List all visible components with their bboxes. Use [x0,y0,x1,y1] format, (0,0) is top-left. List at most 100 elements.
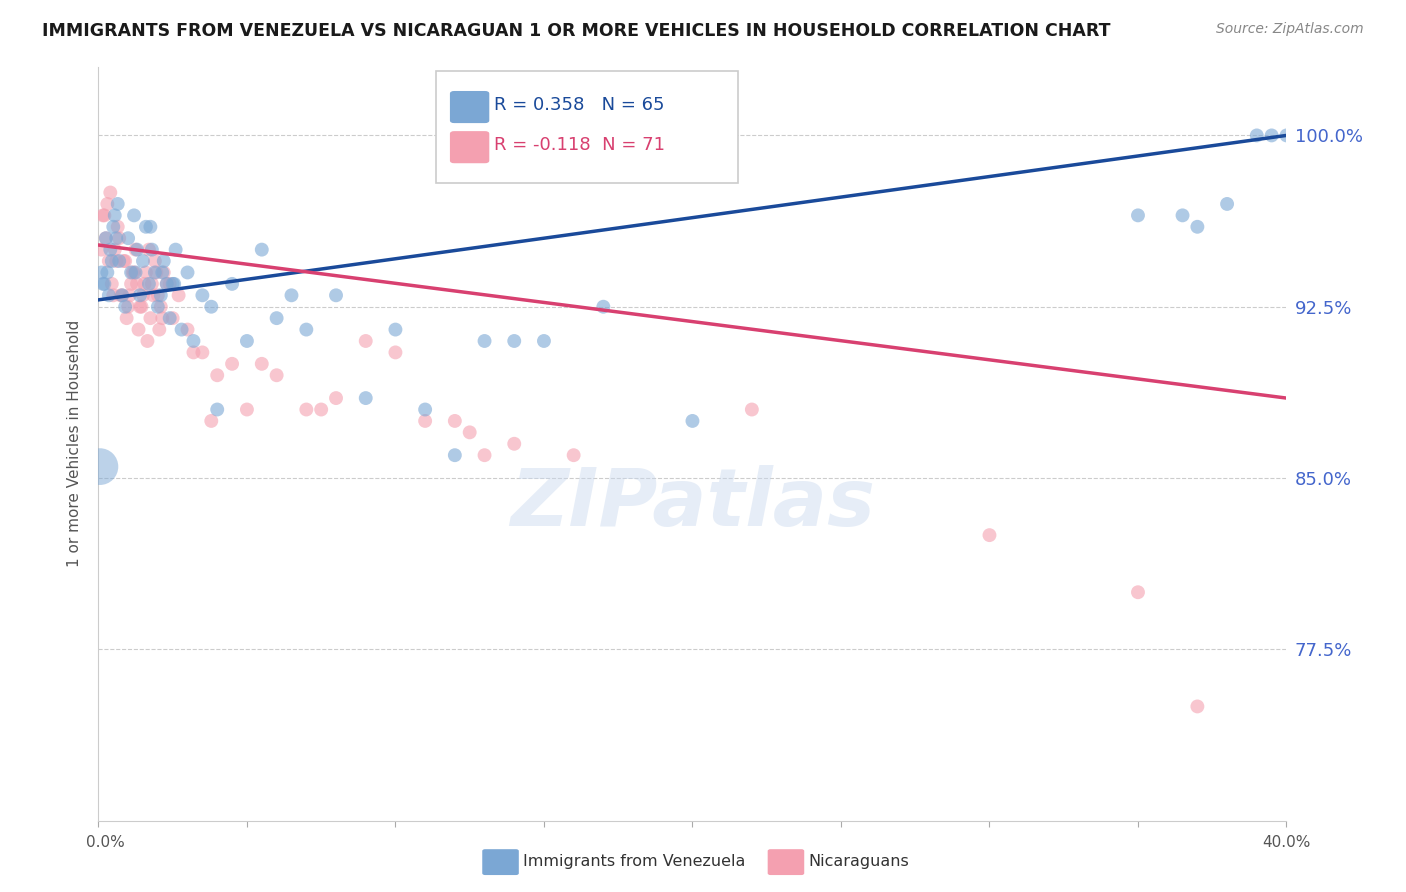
Point [444,448,467,462]
Point [221,277,243,291]
Point [139,311,162,326]
Point [118,288,141,302]
Point [101,254,124,268]
Text: R = 0.358   N = 65: R = 0.358 N = 65 [494,96,664,114]
Text: R = -0.118  N = 71: R = -0.118 N = 71 [494,136,665,154]
Text: Nicaraguans: Nicaraguans [808,855,910,869]
Point [191,288,214,302]
Point [354,334,377,348]
Point [139,219,162,234]
Point [413,414,436,428]
Point [156,277,179,291]
Point [105,231,128,245]
Point [207,402,229,417]
Point [1187,699,1209,714]
Point [148,322,170,336]
Point [384,345,406,359]
Point [145,265,167,279]
Point [163,277,186,291]
Point [250,357,273,371]
Point [146,300,169,314]
Point [167,288,190,302]
Point [444,414,467,428]
Point [134,277,156,291]
Point [176,322,198,336]
Point [110,288,132,302]
Point [124,265,146,279]
Text: 0.0%: 0.0% [86,836,125,850]
Point [149,288,172,302]
Point [183,334,205,348]
Point [1216,197,1239,211]
Point [503,334,526,348]
Point [152,254,174,268]
Point [503,436,526,450]
Point [1187,219,1209,234]
Point [200,414,222,428]
Point [136,334,159,348]
Point [120,277,142,291]
Point [295,402,318,417]
Point [111,288,134,302]
Point [117,231,139,245]
Point [104,208,127,222]
Point [89,459,111,474]
Point [1171,208,1194,222]
Point [114,300,136,314]
Point [681,414,703,428]
Point [979,528,1001,542]
Point [1260,128,1282,143]
Point [146,288,169,302]
Point [309,402,332,417]
Point [128,322,150,336]
Point [90,265,112,279]
Point [741,402,763,417]
Point [236,402,259,417]
Point [143,265,166,279]
Point [135,219,157,234]
Point [107,197,129,211]
Point [159,277,181,291]
Point [138,243,160,257]
Point [91,208,114,222]
Point [98,243,121,257]
Point [474,448,496,462]
Point [121,265,143,279]
Point [97,288,120,302]
Text: IMMIGRANTS FROM VENEZUELA VS NICARAGUAN 1 OR MORE VEHICLES IN HOUSEHOLD CORRELAT: IMMIGRANTS FROM VENEZUELA VS NICARAGUAN … [42,22,1111,40]
Point [191,345,214,359]
Point [325,288,347,302]
Point [132,288,155,302]
Point [108,231,131,245]
Point [124,243,146,257]
Point [295,322,318,336]
Point [458,425,481,440]
Text: Immigrants from Venezuela: Immigrants from Venezuela [523,855,745,869]
Point [98,186,121,200]
Point [129,300,152,314]
Point [117,300,139,314]
Point [165,243,187,257]
Point [250,243,273,257]
Point [94,231,117,245]
Point [150,311,173,326]
Point [129,288,152,302]
Point [120,265,142,279]
Point [413,402,436,417]
Point [562,448,585,462]
Point [108,254,131,268]
Point [91,277,114,291]
Point [149,300,172,314]
Point [142,288,165,302]
Point [280,288,302,302]
Point [150,265,173,279]
Point [221,357,243,371]
Text: ZIPatlas: ZIPatlas [510,465,875,543]
Point [266,311,288,326]
Point [1126,585,1149,599]
Point [93,277,115,291]
Point [103,288,125,302]
Text: Source: ZipAtlas.com: Source: ZipAtlas.com [1216,22,1364,37]
Point [111,288,134,302]
Point [94,231,117,245]
